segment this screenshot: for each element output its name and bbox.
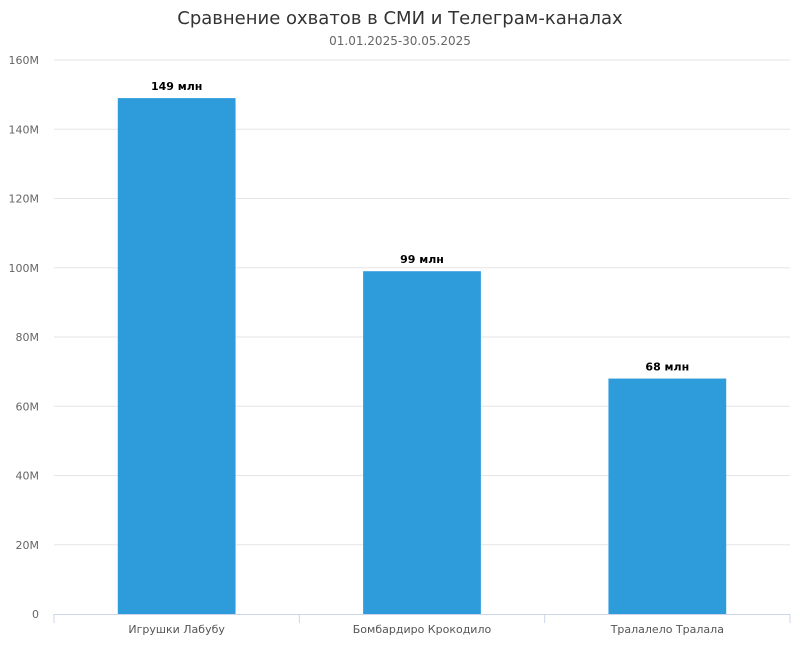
y-tick-label: 140M [9,123,40,136]
y-tick-label: 100M [9,262,40,275]
data-label: 68 млн [645,361,689,374]
data-label: 99 млн [400,253,444,266]
y-tick-label: 60M [16,400,40,413]
x-tick-label: Бомбардиро Крокодило [353,623,492,636]
bar [363,271,481,614]
x-tick-label: Тралалело Тралала [610,623,724,636]
x-tick-label: Игрушки Лабубу [128,623,225,636]
y-tick-label: 40M [16,470,40,483]
y-tick-label: 80M [16,331,40,344]
y-tick-label: 0 [32,608,39,621]
bar [608,378,727,614]
y-tick-label: 20M [16,539,40,552]
y-tick-label: 160M [9,54,40,67]
data-label: 149 млн [151,80,202,93]
y-tick-label: 120M [9,193,40,206]
bar [117,98,236,614]
chart-subtitle: 01.01.2025-30.05.2025 [329,34,471,48]
chart-title: Сравнение охватов в СМИ и Телеграм-канал… [177,8,623,29]
